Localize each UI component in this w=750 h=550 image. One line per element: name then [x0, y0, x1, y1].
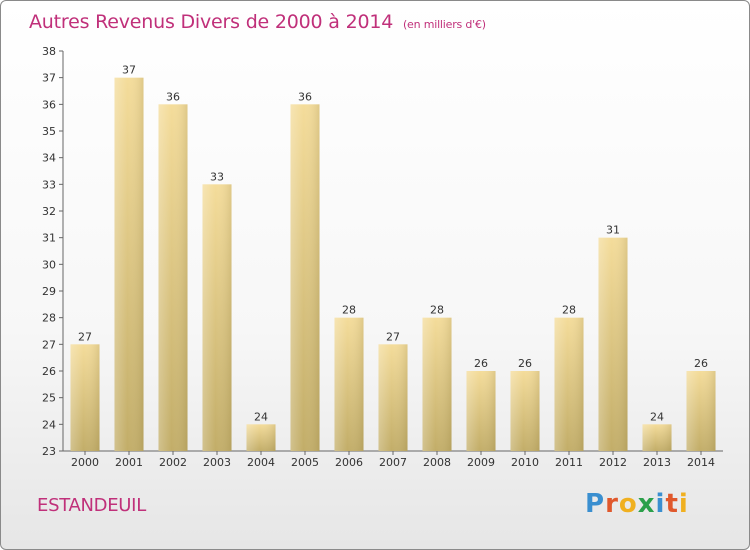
bar-value-label: 33: [210, 170, 224, 183]
x-tick-label: 2003: [203, 456, 231, 469]
bar-shade: [686, 371, 716, 451]
x-tick-label: 2014: [687, 456, 715, 469]
y-tick-label: 28: [42, 312, 56, 325]
y-tick-label: 31: [42, 232, 56, 245]
bar-shade: [598, 237, 628, 451]
bar-value-label: 37: [122, 64, 136, 77]
y-tick-label: 33: [42, 178, 56, 191]
y-tick-label: 25: [42, 392, 56, 405]
x-tick-label: 2008: [423, 456, 451, 469]
bar-shade: [114, 77, 144, 452]
bar-value-label: 28: [562, 304, 576, 317]
bar-value-label: 24: [254, 410, 268, 423]
chart-title: Autres Revenus Divers de 2000 à 2014 (en…: [29, 11, 486, 33]
chart-title-unit: (en milliers d'€): [402, 18, 486, 31]
bar-shade: [334, 317, 364, 451]
bar-value-label: 27: [386, 330, 400, 343]
bar-value-label: 36: [166, 90, 180, 103]
x-tick-label: 2007: [379, 456, 407, 469]
x-tick-label: 2011: [555, 456, 583, 469]
x-tick-label: 2012: [599, 456, 627, 469]
x-tick-label: 2006: [335, 456, 363, 469]
chart-title-main: Autres Revenus Divers de 2000 à 2014: [29, 11, 394, 33]
bar-shade: [510, 371, 540, 451]
y-tick-label: 23: [42, 445, 56, 458]
y-tick-label: 27: [42, 338, 56, 351]
bar-value-label: 26: [694, 357, 708, 370]
proxiti-logo[interactable]: Proxiti: [585, 489, 689, 519]
bar-shade: [422, 317, 452, 451]
x-tick-label: 2001: [115, 456, 143, 469]
bar-shade: [158, 104, 188, 451]
x-tick-label: 2010: [511, 456, 539, 469]
y-tick-label: 38: [42, 45, 56, 58]
bar-shade: [466, 371, 496, 451]
bar-shade: [202, 184, 232, 452]
y-tick-label: 37: [42, 72, 56, 85]
y-tick-label: 35: [42, 125, 56, 138]
x-tick-label: 2013: [643, 456, 671, 469]
bar-value-label: 28: [342, 304, 356, 317]
x-tick-label: 2004: [247, 456, 275, 469]
bar-value-label: 26: [518, 357, 532, 370]
place-name: ESTANDEUIL: [37, 495, 146, 516]
y-tick-label: 34: [42, 152, 56, 165]
bar-value-label: 27: [78, 330, 92, 343]
bar-shade: [246, 424, 276, 451]
bar-shade: [554, 317, 584, 451]
bar-value-label: 31: [606, 224, 620, 237]
bar-value-label: 26: [474, 357, 488, 370]
y-tick-label: 24: [42, 418, 56, 431]
bar-shade: [378, 344, 408, 451]
bar-shade: [70, 344, 100, 451]
y-tick-label: 26: [42, 365, 56, 378]
bar-value-label: 24: [650, 410, 664, 423]
bar-value-label: 28: [430, 304, 444, 317]
bar-shade: [290, 104, 320, 451]
bar-value-label: 36: [298, 90, 312, 103]
y-tick-label: 29: [42, 285, 56, 298]
y-tick-label: 36: [42, 98, 56, 111]
y-tick-label: 32: [42, 205, 56, 218]
y-tick-label: 30: [42, 258, 56, 271]
bar-shade: [642, 424, 672, 451]
x-tick-label: 2005: [291, 456, 319, 469]
x-tick-label: 2000: [71, 456, 99, 469]
x-tick-label: 2002: [159, 456, 187, 469]
x-tick-label: 2009: [467, 456, 495, 469]
